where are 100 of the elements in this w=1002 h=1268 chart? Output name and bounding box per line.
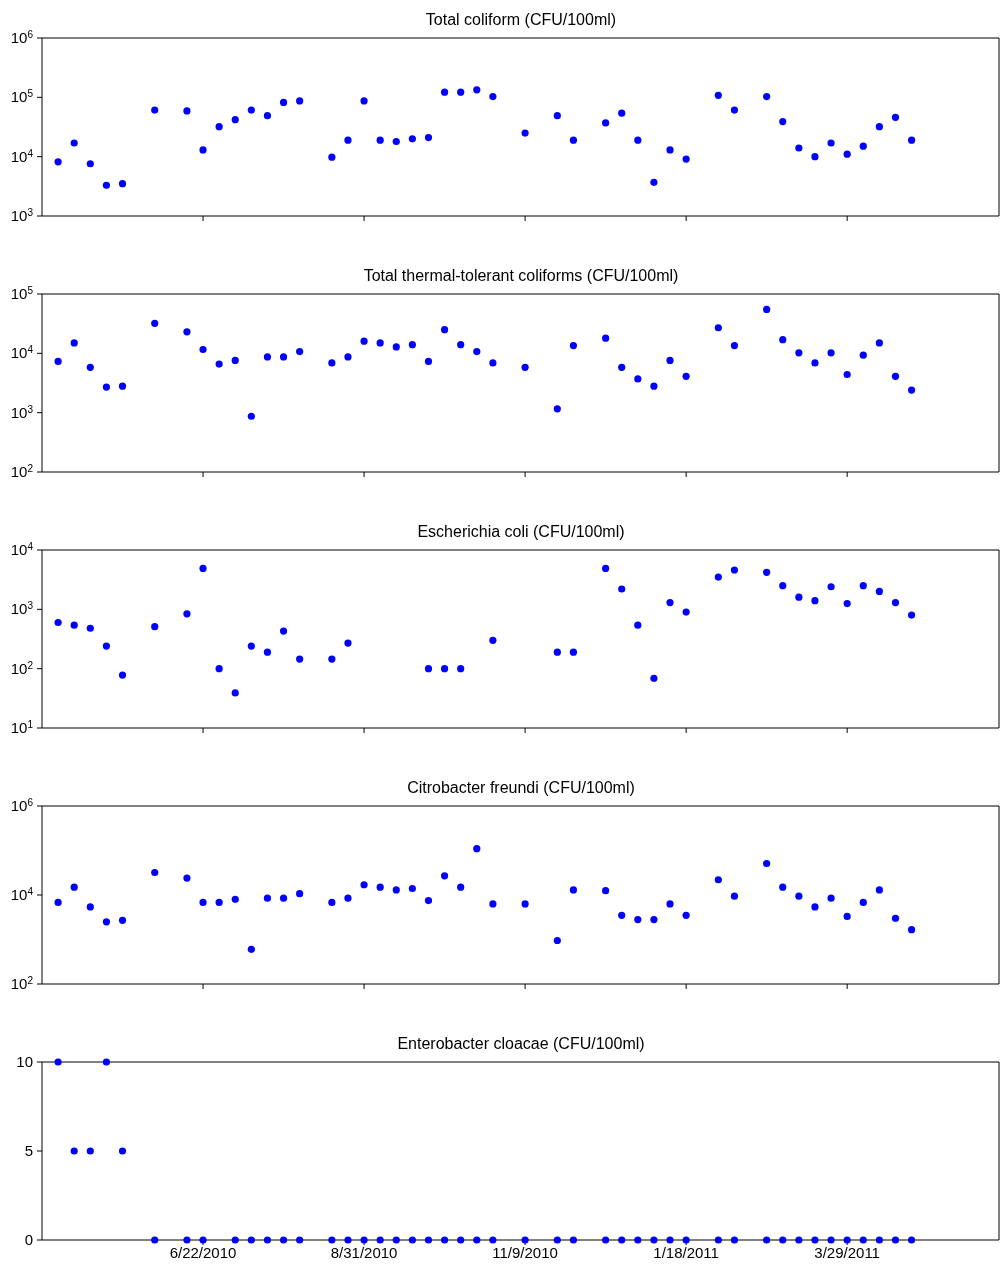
point xyxy=(102,1058,111,1066)
point xyxy=(457,1236,465,1244)
point xyxy=(199,146,207,154)
point xyxy=(296,1236,304,1244)
point xyxy=(843,912,851,921)
point xyxy=(440,1236,449,1244)
point xyxy=(376,339,384,347)
x-tick-label: 6/22/2010 xyxy=(169,1243,237,1261)
point xyxy=(907,386,916,394)
point xyxy=(440,88,449,96)
point xyxy=(183,610,191,618)
point xyxy=(328,359,336,367)
point xyxy=(263,353,272,361)
point xyxy=(392,886,400,894)
point xyxy=(859,1236,867,1244)
point xyxy=(907,926,916,934)
point xyxy=(183,874,191,882)
point xyxy=(714,573,722,581)
point xyxy=(279,353,288,361)
point xyxy=(763,568,771,576)
point xyxy=(54,618,62,627)
point xyxy=(602,887,610,895)
point xyxy=(473,347,481,356)
point xyxy=(763,1236,771,1244)
point xyxy=(231,689,239,697)
point xyxy=(279,98,288,107)
y-tick-label: 10$^{6}$ xyxy=(10,796,34,814)
point xyxy=(682,372,690,380)
point xyxy=(779,336,787,344)
point xyxy=(602,1236,610,1244)
point xyxy=(521,900,529,908)
point xyxy=(102,918,111,926)
point xyxy=(183,1236,191,1244)
x-tick-label: 1/18/2011 xyxy=(653,1243,719,1261)
point xyxy=(263,112,272,120)
point xyxy=(634,375,642,383)
point xyxy=(54,898,62,907)
y-tick-label: 10$^{4}$ xyxy=(10,540,34,558)
point xyxy=(247,106,255,114)
y-tick-label: 10$^{3}$ xyxy=(10,403,34,421)
point xyxy=(440,872,449,880)
point xyxy=(424,133,433,142)
point xyxy=(296,655,304,663)
y-tick-label: 10$^{4}$ xyxy=(10,147,34,165)
point xyxy=(263,894,272,902)
point xyxy=(215,665,223,673)
y-tick-label: 10$^{5}$ xyxy=(10,87,34,106)
point xyxy=(344,136,352,144)
point xyxy=(151,623,159,631)
point xyxy=(489,359,497,367)
point xyxy=(650,916,658,924)
point xyxy=(199,345,207,354)
point xyxy=(231,116,239,124)
point xyxy=(376,883,384,891)
point xyxy=(408,341,416,349)
point xyxy=(392,343,400,351)
point xyxy=(86,1147,94,1155)
point xyxy=(263,1236,272,1244)
point xyxy=(424,896,433,905)
point xyxy=(666,900,674,908)
y-tick-label: 10$^{2}$ xyxy=(10,659,34,677)
point xyxy=(569,886,578,894)
point xyxy=(714,876,722,884)
point xyxy=(263,648,272,656)
point xyxy=(473,845,481,853)
point xyxy=(231,1236,239,1244)
point xyxy=(457,883,465,891)
point xyxy=(553,648,561,656)
point xyxy=(424,357,433,366)
point xyxy=(763,305,771,314)
point xyxy=(86,624,94,632)
point xyxy=(344,894,352,902)
point xyxy=(569,136,578,144)
point xyxy=(634,1236,642,1244)
point xyxy=(811,359,819,367)
y-tick-label: 10$^{3}$ xyxy=(10,599,34,618)
point xyxy=(907,611,916,619)
point xyxy=(521,129,529,137)
point xyxy=(859,351,867,359)
point xyxy=(553,112,561,120)
point xyxy=(440,665,449,673)
point xyxy=(199,564,207,572)
point xyxy=(859,898,867,907)
point xyxy=(489,900,497,908)
point xyxy=(827,583,835,591)
y-tick-label: 10$^{5}$ xyxy=(10,284,34,302)
point xyxy=(70,139,78,147)
point xyxy=(811,1236,819,1244)
chart-title: Escherichia coli (CFU/100ml) xyxy=(416,523,626,541)
chart-title: Enterobacter cloacae (CFU/100ml) xyxy=(396,1035,646,1053)
point xyxy=(618,585,626,593)
y-tick-label: 0 xyxy=(24,1231,33,1248)
point xyxy=(151,868,159,877)
point xyxy=(424,1236,433,1244)
point xyxy=(650,674,658,682)
point xyxy=(408,1236,416,1244)
point xyxy=(763,92,771,101)
point xyxy=(328,655,336,663)
point xyxy=(247,642,255,650)
point xyxy=(344,353,352,361)
